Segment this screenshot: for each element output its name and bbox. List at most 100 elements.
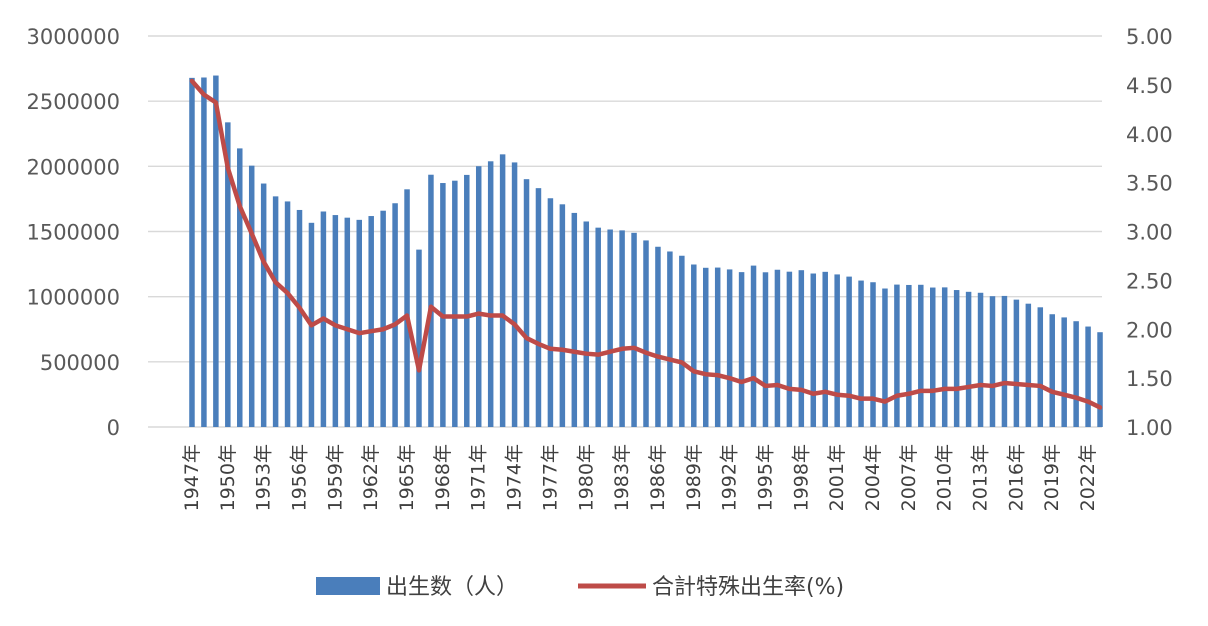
- legend-line-label: 合計特殊出生率(%): [652, 575, 844, 600]
- bar: [607, 229, 613, 427]
- x-tick-label: 1968年: [432, 444, 454, 511]
- x-tick-label: 1992年: [719, 444, 741, 511]
- bar: [452, 180, 458, 427]
- y-right-tick-label: 2.00: [1126, 318, 1173, 342]
- y-right-tick-label: 4.00: [1126, 123, 1173, 147]
- bar: [404, 189, 410, 427]
- gridlines: [148, 35, 1102, 428]
- y-right-tick-label: 1.50: [1126, 367, 1173, 391]
- bar: [834, 274, 840, 427]
- bar: [858, 280, 864, 427]
- y-axis-left: 0 500000 1000000 1500000 2000000 2500000 30000…: [26, 25, 120, 440]
- bar: [1061, 317, 1067, 427]
- bar: [965, 291, 972, 427]
- bar: [416, 249, 422, 427]
- y-left-tick-label: 1500000: [26, 221, 120, 245]
- bar-series: [189, 75, 1103, 428]
- bar: [870, 282, 876, 427]
- bar: [918, 284, 924, 427]
- bar: [248, 165, 255, 427]
- bar: [750, 265, 757, 427]
- x-tick-label: 1953年: [253, 444, 275, 511]
- y-left-tick-label: 0: [107, 416, 120, 440]
- y-right-tick-label: 3.50: [1126, 172, 1173, 196]
- bar: [464, 174, 470, 427]
- x-tick-label: 1956年: [289, 444, 311, 511]
- x-tick-label: 1983年: [611, 444, 633, 511]
- bar: [679, 255, 685, 427]
- bar: [547, 198, 554, 427]
- bar: [786, 271, 793, 427]
- bar: [535, 188, 542, 427]
- bar: [941, 287, 948, 427]
- x-tick-label: 1977年: [539, 444, 561, 511]
- bar: [1013, 299, 1020, 427]
- y-left-tick-label: 2500000: [26, 90, 120, 114]
- bar: [631, 232, 637, 427]
- bar: [953, 290, 960, 427]
- bar: [201, 77, 207, 428]
- x-tick-label: 1995年: [754, 444, 776, 511]
- bar: [1049, 314, 1055, 427]
- bar: [655, 246, 661, 427]
- bar: [702, 267, 709, 427]
- bar: [798, 270, 805, 427]
- x-tick-label: 2019年: [1041, 444, 1063, 511]
- bar: [368, 216, 374, 427]
- x-tick-label: 2010年: [934, 444, 956, 511]
- x-tick-label: 1971年: [468, 444, 490, 511]
- rate-line: [189, 78, 1103, 410]
- bar: [726, 269, 733, 427]
- legend: 出生数（人） 合計特殊出生率(%): [316, 575, 844, 600]
- x-tick-label: 1986年: [647, 444, 669, 511]
- bar: [643, 240, 649, 427]
- bar: [822, 271, 828, 427]
- bar: [1001, 295, 1008, 427]
- y-right-tick-label: 2.50: [1126, 269, 1173, 293]
- bar: [906, 284, 912, 427]
- x-tick-label: 2016年: [1005, 444, 1027, 511]
- bar: [213, 75, 219, 427]
- bar: [296, 209, 303, 427]
- y-right-tick-label: 4.50: [1126, 74, 1173, 98]
- x-tick-label: 2013年: [970, 444, 992, 511]
- bar: [989, 296, 996, 427]
- bar: [762, 272, 769, 427]
- x-tick-label: 1962年: [360, 444, 382, 511]
- x-tick-label: 2001年: [826, 444, 848, 511]
- bar: [1073, 321, 1079, 427]
- x-tick-label: 1965年: [396, 444, 418, 511]
- y-right-tick-label: 3.00: [1126, 221, 1173, 245]
- bar: [810, 273, 817, 427]
- x-tick-label: 1989年: [683, 444, 705, 511]
- x-tick-label: 1980年: [575, 444, 597, 511]
- x-tick-label: 1959年: [324, 444, 346, 511]
- y-left-tick-label: 3000000: [26, 25, 120, 49]
- bar: [380, 210, 386, 427]
- bar: [691, 264, 697, 427]
- y-right-tick-label: 5.00: [1126, 25, 1173, 49]
- x-tick-label: 2004年: [862, 444, 884, 511]
- bar: [894, 284, 900, 427]
- y-left-tick-label: 1000000: [26, 286, 120, 310]
- y-left-tick-label: 2000000: [26, 155, 120, 179]
- x-tick-label: 1998年: [790, 444, 812, 511]
- x-tick-label: 2007年: [898, 444, 920, 511]
- bar: [738, 272, 745, 427]
- bar: [225, 122, 231, 428]
- bar: [284, 201, 291, 427]
- bar: [260, 183, 267, 427]
- bar: [714, 267, 721, 427]
- bar: [667, 251, 673, 427]
- bar: [440, 183, 446, 427]
- bar: [428, 174, 434, 427]
- x-tick-label: 1974年: [504, 444, 526, 511]
- x-tick-label: 1947年: [181, 444, 203, 511]
- bar: [571, 212, 578, 427]
- bar: [487, 161, 494, 427]
- bar: [977, 292, 984, 427]
- bar: [189, 77, 195, 428]
- x-tick-label: 2022年: [1077, 444, 1099, 511]
